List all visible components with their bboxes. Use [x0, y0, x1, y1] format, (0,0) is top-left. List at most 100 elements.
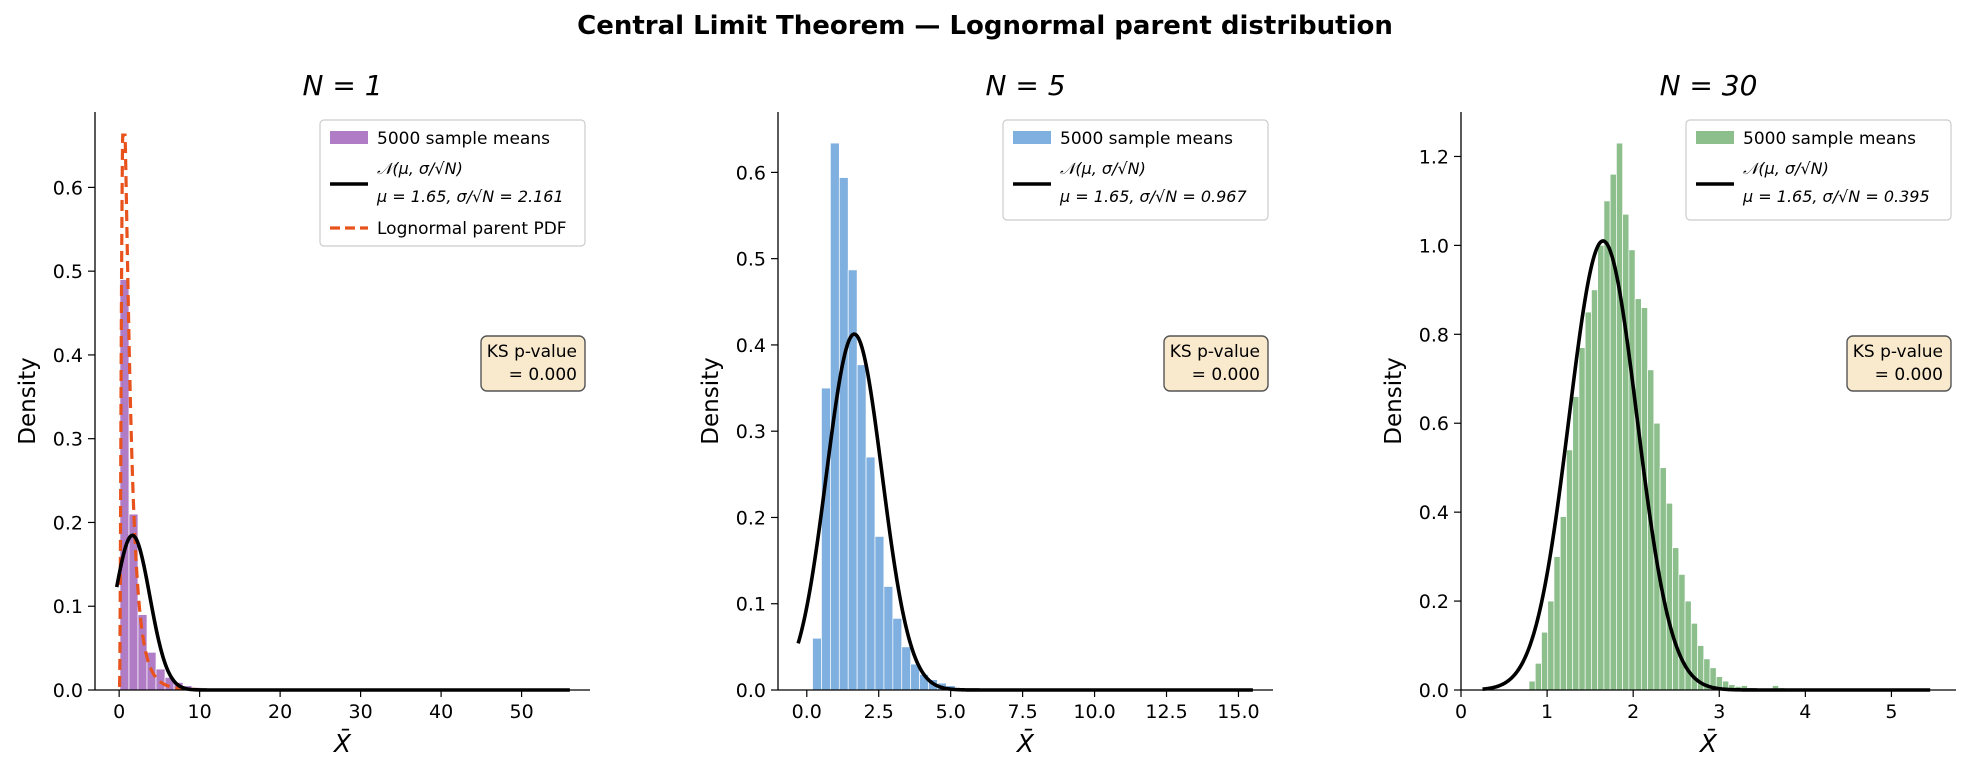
y-axis-label: Density: [15, 357, 41, 444]
histogram-bar: [1623, 214, 1629, 690]
ks-label: KS p-value: [1170, 342, 1260, 362]
y-tick-label: 0.6: [736, 162, 766, 184]
histogram-bar: [1635, 299, 1641, 690]
y-tick-label: 0.2: [1419, 591, 1449, 613]
histogram-bar: [1629, 250, 1635, 690]
ks-annotation: KS p-value = 0.000: [1847, 336, 1951, 391]
y-tick-label: 1.0: [1419, 235, 1449, 257]
x-axis-label: X̄: [332, 728, 352, 758]
legend-label: 5000 sample means: [1743, 129, 1916, 149]
x-tick-label: 2: [1627, 701, 1639, 723]
y-tick-label: 0.8: [1419, 324, 1449, 346]
histogram-bar: [1541, 632, 1547, 690]
x-tick-label: 10: [188, 701, 212, 723]
x-tick-label: 2.5: [864, 701, 894, 723]
y-tick-label: 0.0: [736, 680, 766, 702]
legend-sublabel: μ = 1.65, σ/√N = 0.395: [1742, 187, 1930, 206]
legend-label: 5000 sample means: [1060, 129, 1233, 149]
y-tick-label: 0.4: [736, 335, 766, 357]
histogram-bar: [1604, 201, 1610, 690]
histogram-bar: [902, 647, 911, 690]
histogram-bar: [1560, 517, 1566, 690]
y-tick-label: 0.2: [736, 507, 766, 529]
x-tick-label: 30: [349, 701, 373, 723]
histogram-bar: [156, 669, 165, 690]
y-tick-label: 0.4: [53, 345, 83, 367]
y-tick-label: 0.6: [1419, 413, 1449, 435]
panel-title: N = 5: [985, 69, 1065, 102]
histogram-bar: [839, 178, 848, 690]
x-tick-label: 0: [1455, 701, 1467, 723]
y-tick-label: 0.3: [736, 421, 766, 443]
ks-value: = 0.000: [1192, 365, 1260, 385]
y-tick-label: 0.5: [53, 261, 83, 283]
x-tick-label: 50: [509, 701, 533, 723]
histogram-bar: [1598, 245, 1604, 690]
histogram-bar: [1573, 397, 1579, 690]
histogram-bar: [857, 365, 866, 690]
histogram-bar: [884, 586, 893, 690]
y-axis-label: Density: [1381, 357, 1407, 444]
x-tick-label: 15.0: [1217, 701, 1259, 723]
legend-sublabel: μ = 1.65, σ/√N = 0.967: [1059, 187, 1247, 206]
x-tick-label: 5: [1885, 701, 1897, 723]
legend-label: Lognormal parent PDF: [377, 219, 567, 239]
x-tick-label: 4: [1799, 701, 1811, 723]
histogram-bar: [813, 638, 822, 690]
y-tick-label: 0.6: [53, 177, 83, 199]
legend-label: 𝒩(μ, σ/√N): [377, 159, 463, 178]
legend-label: 5000 sample means: [377, 129, 550, 149]
histogram-bar: [1616, 143, 1622, 690]
ks-value: = 0.000: [1875, 365, 1943, 385]
histogram-bar: [1666, 503, 1672, 690]
x-tick-label: 20: [268, 701, 292, 723]
legend-patch-swatch: [1696, 131, 1734, 144]
legend-patch-swatch: [1013, 131, 1051, 144]
legend-label: 𝒩(μ, σ/√N): [1060, 159, 1146, 178]
histogram-bar: [1673, 548, 1679, 690]
x-axis-label: X̄: [1698, 728, 1718, 758]
y-tick-label: 0.4: [1419, 502, 1449, 524]
ks-label: KS p-value: [1853, 342, 1943, 362]
x-tick-label: 0.0: [792, 701, 822, 723]
histogram-bar: [1679, 574, 1685, 690]
y-tick-label: 0.1: [53, 596, 83, 618]
ks-label: KS p-value: [487, 342, 577, 362]
legend-sublabel: μ = 1.65, σ/√N = 2.161: [376, 187, 564, 206]
y-tick-label: 0.2: [53, 512, 83, 534]
ks-value: = 0.000: [509, 365, 577, 385]
histogram-bar: [1535, 663, 1541, 690]
x-axis-label: X̄: [1015, 728, 1035, 758]
histogram-bar: [821, 388, 830, 690]
legend-patch-swatch: [330, 131, 368, 144]
x-tick-label: 0: [113, 701, 125, 723]
histogram-bar: [866, 457, 875, 690]
histogram-bar: [875, 536, 884, 690]
legend: 5000 sample means 𝒩(μ, σ/√N) μ = 1.65, σ/√…: [1003, 120, 1268, 220]
panel-title: N = 30: [1660, 69, 1758, 102]
ks-annotation: KS p-value = 0.000: [1164, 336, 1268, 391]
ks-annotation: KS p-value = 0.000: [481, 336, 585, 391]
y-tick-label: 0.5: [736, 249, 766, 271]
panel-title: N = 1: [302, 69, 382, 102]
histogram-bar: [893, 618, 902, 690]
legend: 5000 sample means 𝒩(μ, σ/√N) μ = 1.65, σ/√…: [320, 120, 585, 246]
histogram-bar: [1554, 557, 1560, 690]
y-tick-label: 0.0: [1419, 680, 1449, 702]
histogram-bar: [1548, 601, 1554, 690]
x-tick-label: 40: [429, 701, 453, 723]
y-tick-label: 0.1: [736, 594, 766, 616]
histogram-bar: [1585, 312, 1591, 690]
x-tick-label: 5.0: [936, 701, 966, 723]
figure-suptitle: Central Limit Theorem — Lognormal parent…: [577, 11, 1393, 41]
histogram-bar: [1579, 348, 1585, 690]
x-tick-label: 3: [1713, 701, 1725, 723]
y-tick-label: 0.0: [53, 680, 83, 702]
histogram-bar: [1685, 601, 1691, 690]
histogram-bar: [1529, 681, 1535, 690]
